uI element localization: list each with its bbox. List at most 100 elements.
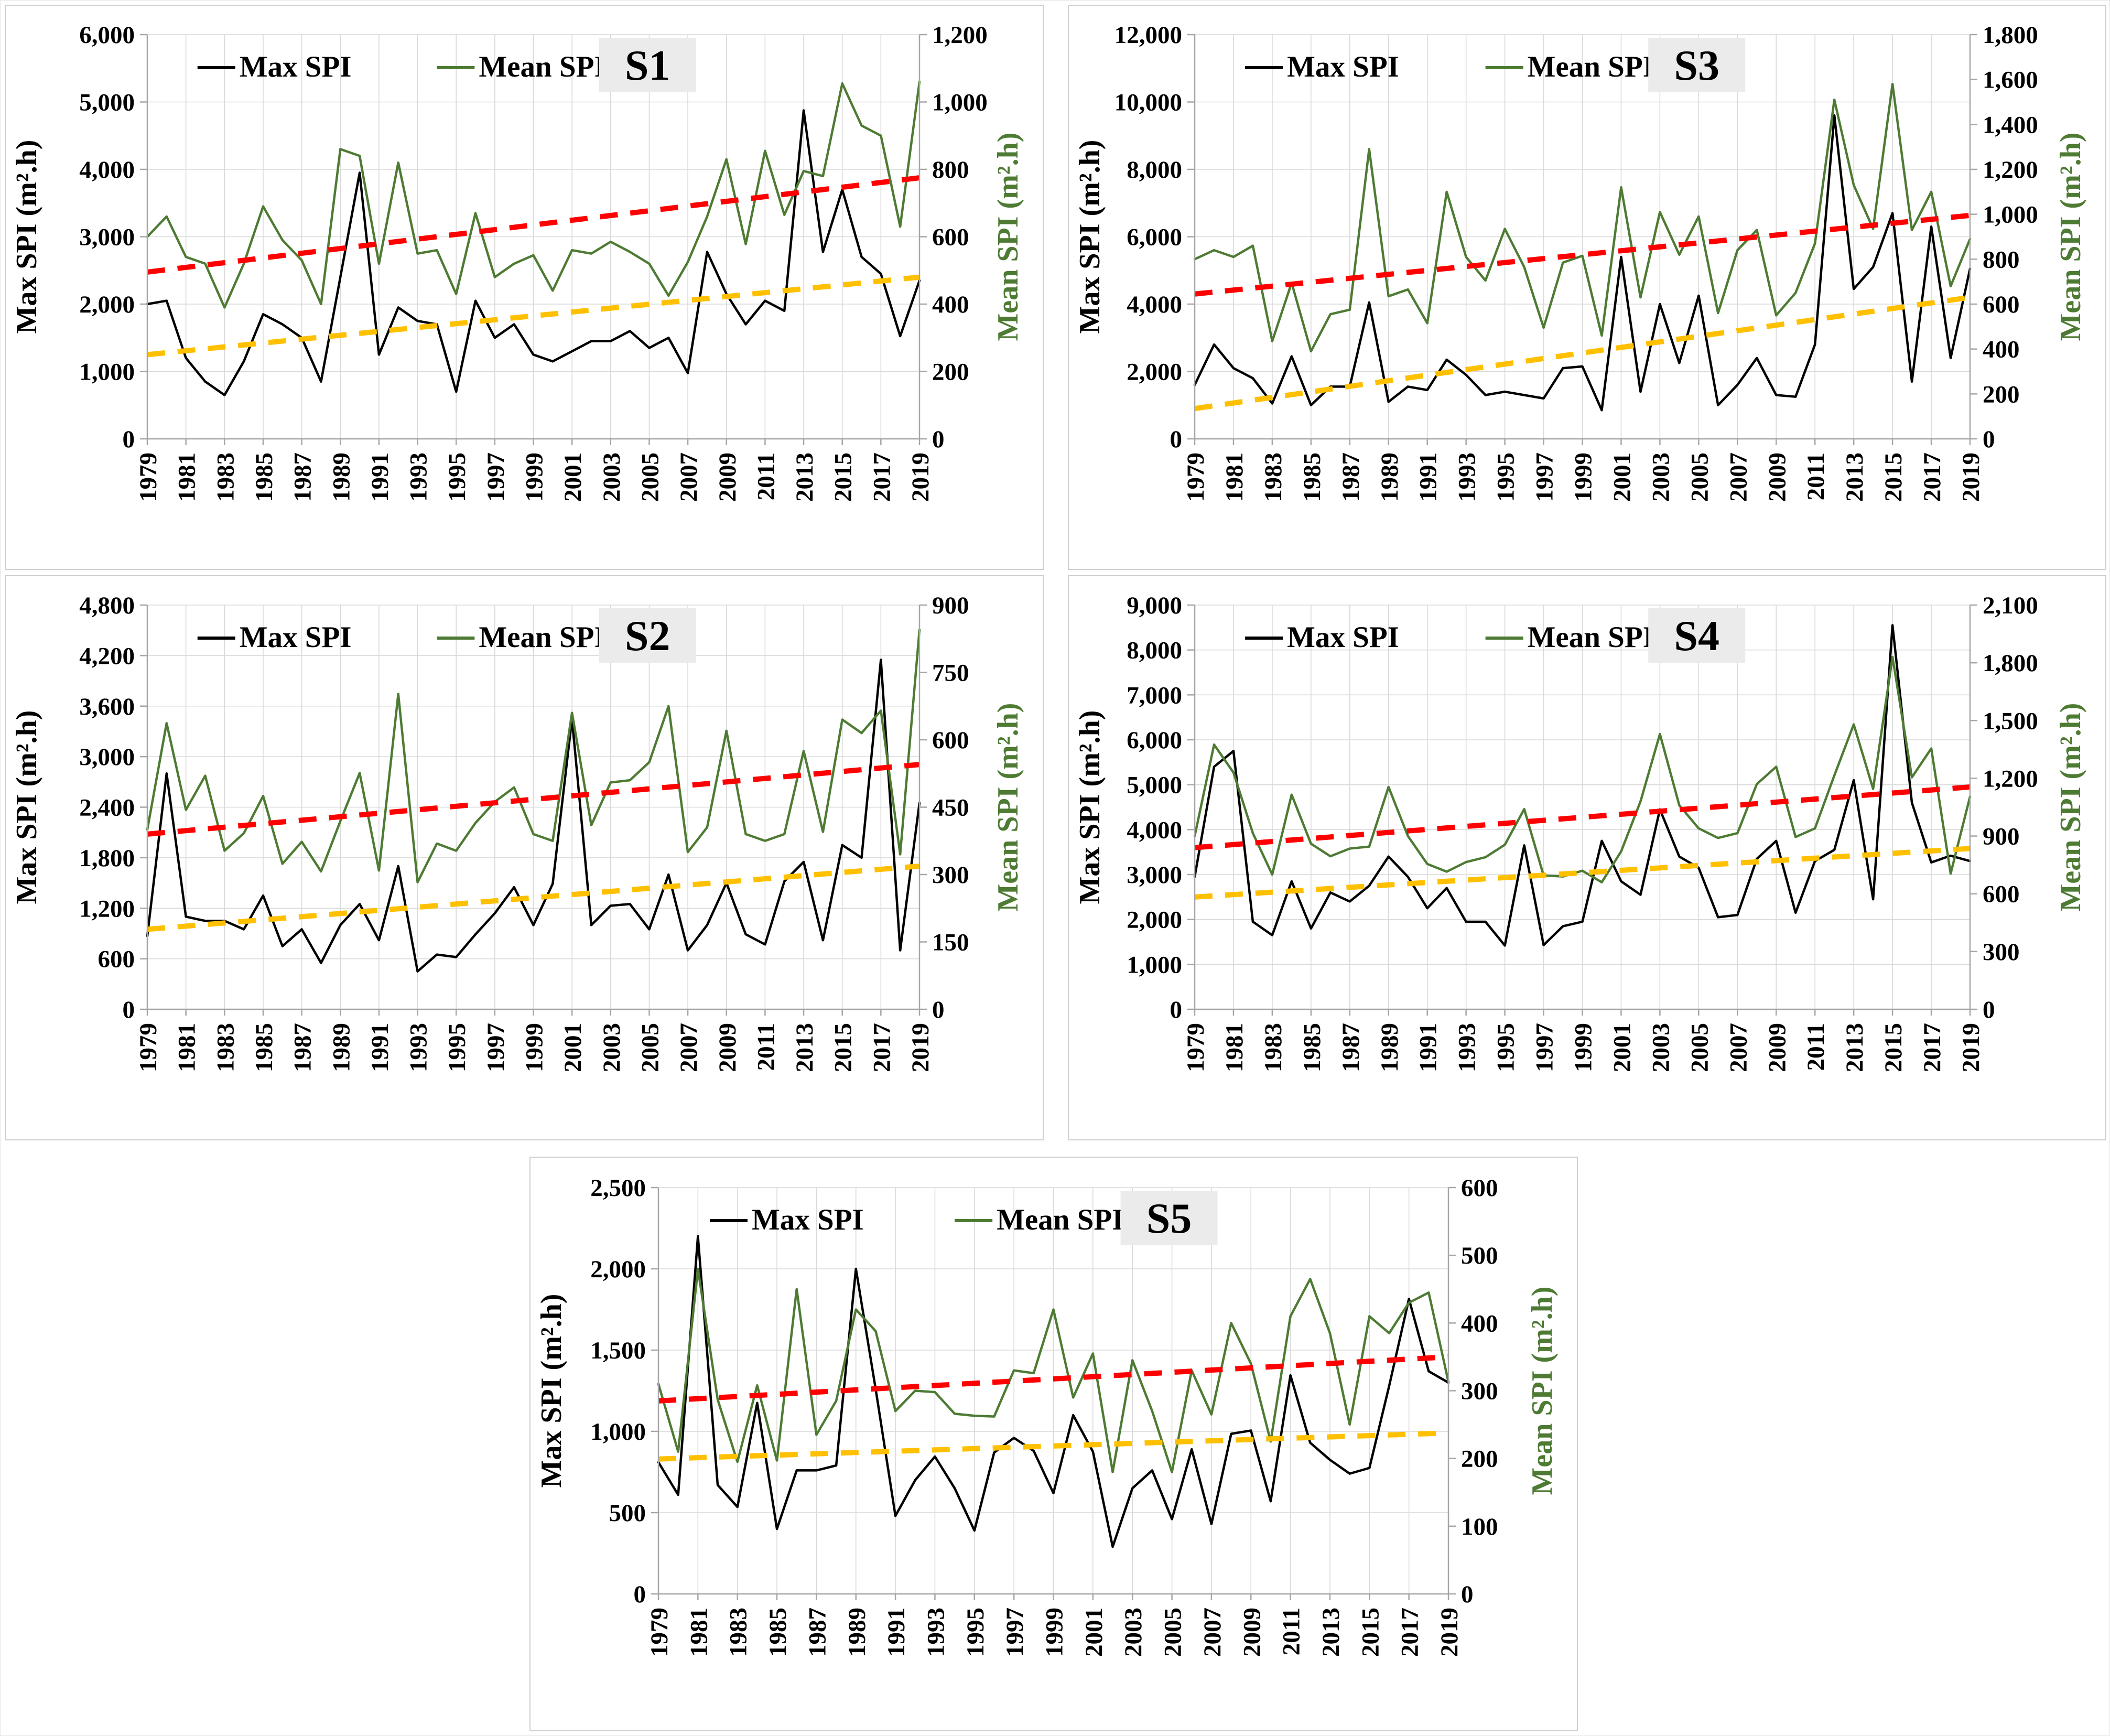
- left-axis-tick-label: 1,800: [79, 845, 135, 872]
- right-axis-tick-label: 300: [1461, 1378, 1498, 1405]
- left-axis-title: Max SPI (m².h): [10, 710, 43, 904]
- x-axis-year-label: 1985: [1299, 452, 1326, 502]
- x-axis-year-label: 1985: [764, 1608, 792, 1657]
- left-axis-tick-label: 4,000: [1127, 816, 1182, 844]
- right-axis-tick-label: 1,600: [1983, 67, 2038, 94]
- left-axis-tick-label: 3,600: [79, 693, 135, 720]
- legend-item-max-spi-label: Max SPI: [240, 621, 352, 654]
- left-axis-tick-label: 5,000: [1127, 772, 1182, 799]
- left-axis-tick-label: 8,000: [1127, 637, 1182, 664]
- right-axis-tick-label: 1,200: [1983, 765, 2038, 792]
- left-axis-tick-label: 3,000: [79, 743, 135, 771]
- x-axis-year-label: 2017: [868, 1023, 895, 1072]
- x-axis-year-label: 1989: [328, 1023, 355, 1072]
- x-axis-year-label: 1981: [174, 452, 201, 502]
- axes: [651, 1187, 1456, 1600]
- left-axis-tick-label: 1,000: [79, 359, 135, 386]
- x-axis-year-label: 2007: [1725, 452, 1752, 502]
- left-axis-tick-label: 2,500: [590, 1174, 646, 1202]
- x-axis-year-label: 1993: [1454, 452, 1481, 502]
- mean-spi-line: [146, 628, 921, 883]
- x-axis-year-label: 2009: [714, 452, 741, 502]
- left-axis-tick-label: 8,000: [1127, 156, 1182, 184]
- right-axis-tick-label: 400: [932, 291, 969, 318]
- right-axis-tick-label: 1,000: [932, 89, 988, 116]
- legend: Max SPI Mean SPI: [197, 621, 606, 654]
- x-axis-year-label: 2011: [1278, 1608, 1305, 1655]
- legend-item-mean-spi-label: Mean SPI: [479, 50, 605, 83]
- x-axis-year-label: 1999: [1570, 452, 1597, 502]
- right-axis-tick-label: 0: [1461, 1581, 1474, 1608]
- x-axis-year-label: 2017: [868, 452, 895, 502]
- left-axis-tick-label: 4,000: [1127, 291, 1182, 318]
- gridlines: [1194, 34, 1971, 439]
- right-axis-tick-label: 500: [1461, 1242, 1498, 1269]
- left-axis-tick-label: 0: [634, 1581, 646, 1608]
- chart-title-box: [1120, 1191, 1218, 1245]
- x-axis-year-label: 2011: [752, 452, 780, 500]
- x-axis-year-label: 1993: [922, 1608, 949, 1657]
- left-axis-tick-label: 4,000: [79, 156, 135, 184]
- x-axis-year-label: 2011: [1802, 452, 1830, 500]
- legend: Max SPI Mean SPI: [709, 1203, 1123, 1236]
- right-axis-tick-label: 200: [1461, 1446, 1498, 1473]
- legend-item-mean-spi: Mean SPI: [1485, 621, 1654, 654]
- x-axis-year-label: 2009: [1238, 1608, 1265, 1657]
- max-spi-trendline: [658, 1430, 1449, 1462]
- right-axis-tick-label: 200: [932, 359, 969, 386]
- legend-item-mean-spi: Mean SPI: [437, 50, 606, 83]
- left-axis-tick-label: 2,000: [590, 1256, 646, 1283]
- right-axis-tick-label: 100: [1461, 1513, 1498, 1540]
- x-axis-year-label: 1979: [1182, 452, 1209, 502]
- x-axis-year-label: 1993: [405, 1023, 432, 1072]
- right-axis-tick-label: 2,100: [1983, 592, 2038, 619]
- legend-item-mean-spi-label: Mean SPI: [479, 621, 605, 654]
- left-axis-labels: 0 500 1,000 1,500 2,000 2,500: [590, 1174, 646, 1608]
- chart-title-box: [599, 608, 696, 663]
- x-axis-year-label: 2019: [1957, 1023, 1985, 1072]
- x-axis-year-label: 1991: [1415, 452, 1442, 502]
- x-axis-year-label: 1995: [1492, 1023, 1520, 1072]
- left-axis-tick-label: 0: [1170, 996, 1183, 1023]
- gridlines: [658, 1187, 1449, 1594]
- right-axis-tick-label: 750: [932, 660, 969, 687]
- x-axis-year-label: 2019: [1957, 452, 1985, 502]
- left-axis-labels: 0 2,000 4,000 6,000 8,000 10,000 12,000: [1114, 21, 1182, 453]
- left-axis-tick-label: 4,800: [79, 592, 135, 619]
- gridlines: [147, 34, 920, 439]
- right-axis-tick-label: 200: [1983, 381, 2020, 408]
- x-axis-year-label: 1979: [646, 1608, 673, 1657]
- right-axis-tick-label: 150: [932, 929, 969, 956]
- left-axis-tick-label: 2,000: [1127, 359, 1182, 386]
- x-axis-year-label: 2013: [1841, 452, 1868, 502]
- x-axis-year-label: 2015: [830, 452, 857, 502]
- x-axis-year-label: 2005: [636, 1023, 664, 1072]
- chart-title-box: [1648, 608, 1746, 663]
- legend-item-max-spi: Max SPI: [197, 50, 352, 83]
- x-axis-year-label: 2001: [1608, 452, 1636, 502]
- x-axis-year-label: 1997: [482, 1023, 510, 1072]
- x-axis-year-label: 1981: [685, 1608, 712, 1657]
- x-axis-year-label: 1985: [1299, 1023, 1326, 1072]
- right-axis-tick-label: 900: [932, 592, 969, 619]
- x-axis-year-label: 2013: [791, 452, 818, 502]
- max-spi-trendline: [1194, 295, 1971, 412]
- legend-item-max-spi-label: Max SPI: [240, 50, 352, 83]
- chart-svg-s3: 0 2,000 4,000 6,000 8,000 10,000 12,000 0 200 400…: [1074, 21, 2087, 502]
- x-axis-year-label: 1987: [289, 1023, 317, 1072]
- x-axis-year-label: 2015: [1357, 1608, 1384, 1657]
- x-axis-year-label: 1983: [725, 1608, 752, 1657]
- legend-item-max-spi: Max SPI: [1245, 621, 1399, 654]
- mean-spi-trendline: [658, 1354, 1449, 1404]
- left-axis-tick-label: 0: [123, 426, 135, 453]
- right-axis-tick-label: 900: [1983, 823, 2020, 850]
- x-axis-year-label: 1997: [1531, 1023, 1559, 1072]
- left-axis-tick-label: 0: [1170, 426, 1183, 453]
- x-axis-year-label: 1995: [443, 452, 471, 502]
- max-spi-line: [1193, 624, 1972, 947]
- left-axis-tick-label: 1,200: [79, 895, 135, 922]
- chart-panel-s3: 0 2,000 4,000 6,000 8,000 10,000 12,000 0 200 400…: [1068, 5, 2106, 570]
- legend-item-max-spi-label: Max SPI: [1287, 50, 1399, 83]
- right-axis-tick-label: 600: [932, 224, 969, 251]
- left-axis-tick-label: 1,000: [1127, 951, 1182, 978]
